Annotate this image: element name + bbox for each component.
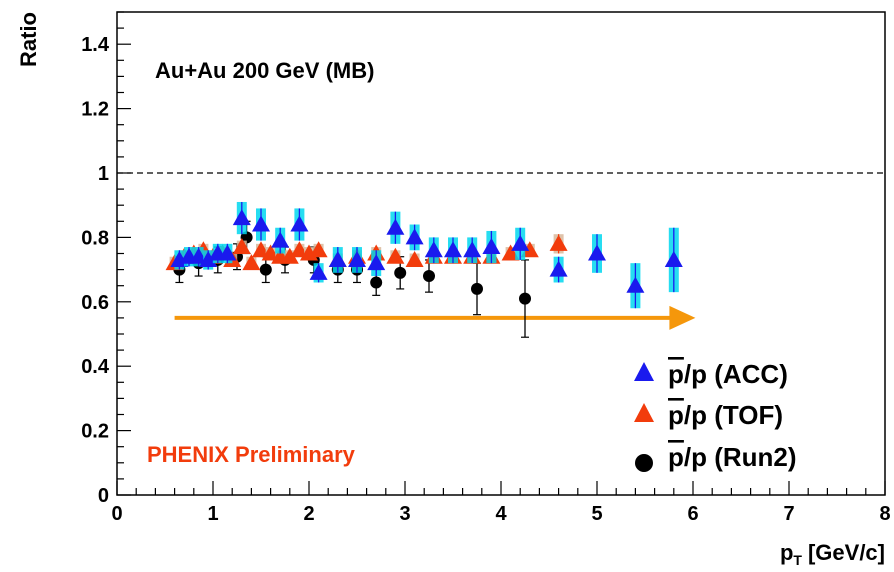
legend-item-tof: p/p (TOF) <box>634 400 783 430</box>
point <box>664 250 683 267</box>
legend-marker-tof <box>634 403 654 422</box>
point <box>348 250 366 267</box>
point <box>240 231 253 244</box>
point <box>232 238 251 255</box>
point <box>290 215 309 232</box>
point <box>259 263 272 276</box>
x-tick-label: 0 <box>111 503 122 525</box>
legend-rest-run2: /p (Run2) <box>684 442 797 472</box>
point <box>471 282 483 295</box>
point <box>370 276 383 289</box>
x-tick-label: 2 <box>303 503 314 525</box>
point <box>549 234 568 251</box>
point <box>394 266 407 279</box>
series-0 <box>170 201 683 309</box>
legend-pbar-run2: p <box>668 442 684 472</box>
legend-rest-tof: /p (TOF) <box>684 400 783 430</box>
point <box>423 270 435 283</box>
legend-item-acc: p/p (ACC) <box>634 359 788 389</box>
x-axis-label: pT [GeV/c] <box>780 540 885 568</box>
y-tick-label: 0.6 <box>81 292 109 314</box>
system-annotation: Au+Au 200 GeV (MB) <box>155 58 374 83</box>
legend-text-tof: p/p (TOF) <box>668 400 783 430</box>
point <box>189 247 208 264</box>
point <box>199 250 218 267</box>
x-tick-label: 7 <box>783 503 794 525</box>
y-tick-label: 0 <box>98 485 109 507</box>
legend-text-run2: p/p (Run2) <box>668 442 797 472</box>
axis-ticks <box>116 11 886 496</box>
y-tick-label: 1 <box>98 163 109 185</box>
point <box>328 250 347 267</box>
x-tick-label: 1 <box>207 503 218 525</box>
legend-marker-acc <box>634 362 654 381</box>
x-tick-label: 8 <box>879 503 890 525</box>
x-axis-label-unit: [GeV/c] <box>808 540 885 565</box>
point <box>261 244 280 261</box>
arrow-head <box>669 305 696 330</box>
x-tick-label: 5 <box>591 503 602 525</box>
legend-text-acc: p/p (ACC) <box>668 359 788 389</box>
y-axis-label: Ratio <box>16 12 41 67</box>
point <box>405 250 424 267</box>
point <box>218 244 237 261</box>
x-tick-label: 4 <box>495 503 507 525</box>
y-tick-label: 0.8 <box>81 227 109 249</box>
legend-pbar-acc: p <box>668 359 684 389</box>
point <box>252 215 270 232</box>
x-axis-label-main: p <box>780 540 793 565</box>
point <box>280 247 299 264</box>
orange-arrow <box>174 305 696 330</box>
point <box>242 254 261 271</box>
point <box>386 218 405 235</box>
y-tick-label: 0.2 <box>81 421 109 443</box>
y-tick-label: 1.2 <box>81 99 109 121</box>
legend-rest-acc: /p (ACC) <box>684 359 788 389</box>
point <box>252 241 270 258</box>
x-axis-label-sub: T <box>793 552 802 568</box>
point <box>309 263 328 280</box>
legend: p/p (ACC) p/p (TOF) p/p (Run2) <box>634 359 797 472</box>
point <box>501 244 520 261</box>
point <box>626 276 645 293</box>
x-tick-label: 3 <box>399 503 410 525</box>
x-tick-label: 6 <box>687 503 698 525</box>
point <box>519 292 531 305</box>
point <box>549 260 568 277</box>
point <box>271 231 290 248</box>
axis-tick-labels: 0 1 2 3 4 5 6 7 8 0 0.2 0.4 0.6 0.8 1 1.2 1.4 <box>81 34 890 525</box>
point <box>444 241 462 258</box>
point <box>520 241 539 258</box>
data-marks <box>165 201 683 338</box>
point <box>588 244 606 261</box>
legend-pbar-tof: p <box>668 400 684 430</box>
preliminary-annotation: PHENIX Preliminary <box>147 442 356 467</box>
point <box>232 209 251 226</box>
point <box>482 238 501 255</box>
y-tick-label: 0.4 <box>81 356 110 378</box>
point <box>309 241 328 258</box>
point <box>511 234 530 251</box>
point <box>386 247 405 264</box>
y-tick-label: 1.4 <box>81 34 110 56</box>
legend-marker-run2 <box>635 454 653 472</box>
point <box>290 241 309 258</box>
point <box>463 241 482 258</box>
point <box>405 228 424 245</box>
point <box>424 241 443 258</box>
legend-item-run2: p/p (Run2) <box>635 442 797 472</box>
point <box>367 254 386 271</box>
